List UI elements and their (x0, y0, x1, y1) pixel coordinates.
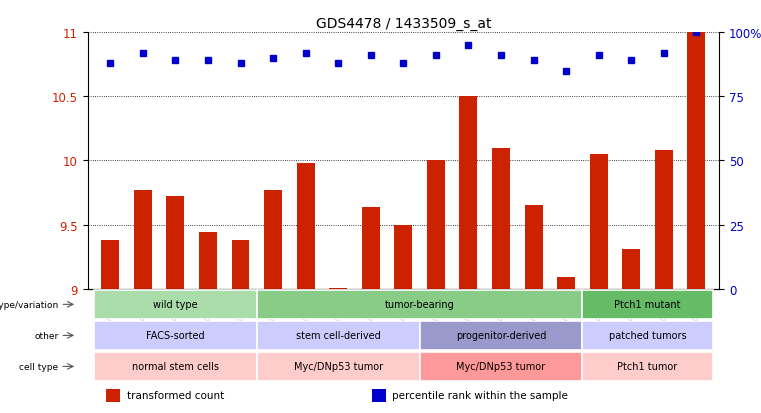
Text: Ptch1 mutant: Ptch1 mutant (614, 299, 681, 310)
Bar (264, 190, 282, 289)
Bar (94, 352, 256, 381)
Text: Ptch1 tumor: Ptch1 tumor (617, 361, 677, 372)
Bar (524, 206, 543, 289)
Bar (460, 97, 477, 289)
Text: tumor-bearing: tumor-bearing (385, 299, 454, 310)
Bar (427, 161, 445, 289)
Text: stem cell-derived: stem cell-derived (296, 330, 380, 341)
Bar (167, 197, 184, 289)
Bar (394, 225, 412, 289)
Bar (371, 389, 386, 402)
Bar (256, 321, 419, 350)
Title: GDS4478 / 1433509_s_at: GDS4478 / 1433509_s_at (316, 17, 491, 31)
Bar (492, 148, 510, 289)
Text: other: other (34, 331, 59, 340)
Bar (107, 389, 120, 402)
Bar (687, 33, 705, 289)
Bar (94, 321, 256, 350)
Bar (256, 352, 419, 381)
Text: FACS-sorted: FACS-sorted (146, 330, 205, 341)
Text: progenitor-derived: progenitor-derived (456, 330, 546, 341)
Text: Myc/DNp53 tumor: Myc/DNp53 tumor (294, 361, 383, 372)
Text: cell type: cell type (20, 362, 59, 371)
Text: percentile rank within the sample: percentile rank within the sample (392, 390, 568, 401)
Text: normal stem cells: normal stem cells (132, 361, 219, 372)
Bar (94, 290, 256, 319)
Bar (622, 249, 640, 289)
Bar (655, 151, 673, 289)
Bar (419, 352, 582, 381)
Bar (134, 190, 151, 289)
Bar (297, 164, 314, 289)
Bar (330, 288, 347, 289)
Bar (256, 290, 582, 319)
Text: patched tumors: patched tumors (609, 330, 686, 341)
Bar (582, 352, 712, 381)
Bar (582, 321, 712, 350)
Text: wild type: wild type (153, 299, 198, 310)
Bar (557, 278, 575, 289)
Bar (231, 240, 250, 289)
Bar (361, 207, 380, 289)
Bar (582, 290, 712, 319)
Text: transformed count: transformed count (126, 390, 224, 401)
Text: genotype/variation: genotype/variation (0, 300, 59, 309)
Bar (419, 321, 582, 350)
Bar (590, 154, 607, 289)
Text: Myc/DNp53 tumor: Myc/DNp53 tumor (457, 361, 546, 372)
Bar (101, 240, 119, 289)
Bar (199, 233, 217, 289)
